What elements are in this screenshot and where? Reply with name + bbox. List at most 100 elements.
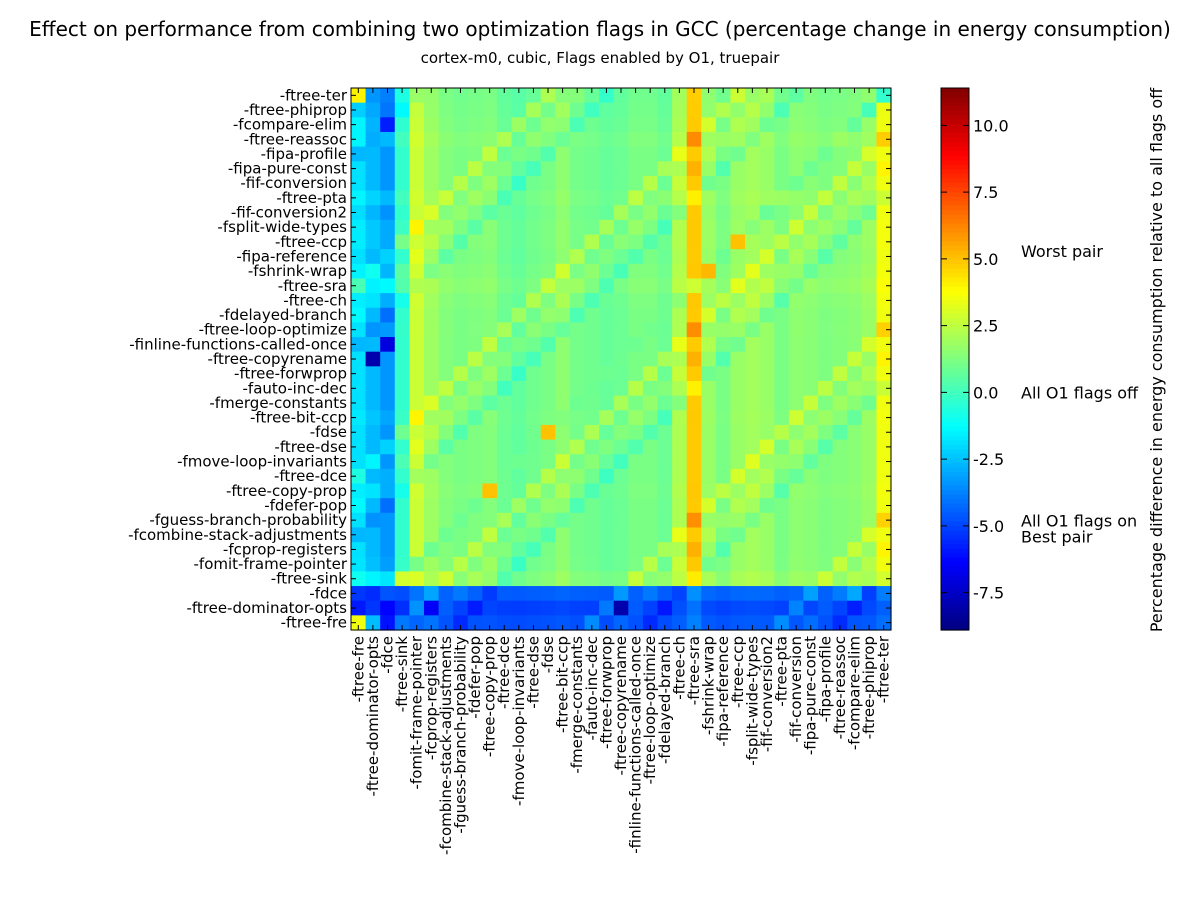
heatmap-cell <box>832 351 848 367</box>
heatmap-cell <box>876 102 892 118</box>
y-tick-label: -ftree-ch <box>283 291 347 309</box>
x-tick-label: -ftree-ch <box>670 636 688 700</box>
heatmap-cell <box>847 366 863 382</box>
heatmap-cell <box>745 278 761 294</box>
heatmap-cell <box>832 263 848 280</box>
heatmap-cell <box>774 410 790 426</box>
heatmap-cell <box>482 131 498 148</box>
heatmap-cell <box>569 263 586 280</box>
heatmap-cell <box>818 146 834 162</box>
heatmap-cell <box>511 322 527 338</box>
heatmap-cell <box>453 234 469 250</box>
heatmap-cell <box>774 366 790 382</box>
heatmap-cell <box>511 249 527 265</box>
heatmap-cell <box>526 146 542 162</box>
heatmap-cell <box>818 161 834 177</box>
colorbar-segment <box>941 115 969 121</box>
heatmap-cell <box>453 131 469 148</box>
heatmap-cell <box>438 337 454 353</box>
heatmap-cell <box>686 586 702 602</box>
y-tick-label: -fdelayed-branch <box>219 306 347 324</box>
heatmap-cell <box>861 498 877 514</box>
heatmap-cell <box>847 234 863 250</box>
heatmap-cell <box>365 542 381 558</box>
heatmap-cell <box>394 190 410 206</box>
heatmap-cell <box>599 468 615 485</box>
heatmap-cell <box>642 600 659 616</box>
heatmap-cell <box>555 293 571 309</box>
heatmap-cell <box>599 190 615 206</box>
heatmap-cell <box>730 205 746 221</box>
heatmap-cell <box>759 205 775 221</box>
heatmap-cell <box>584 175 600 192</box>
heatmap-cell <box>745 571 761 587</box>
heatmap-cell <box>482 542 498 558</box>
heatmap-cell <box>686 293 702 309</box>
heatmap-cell <box>818 542 834 558</box>
heatmap-cell <box>423 161 440 177</box>
heatmap-cell <box>861 219 877 236</box>
heatmap-cell <box>657 586 673 602</box>
heatmap-cell <box>438 542 454 558</box>
colorbar-segment <box>941 553 969 559</box>
heatmap-cell <box>686 205 702 221</box>
heatmap-cell <box>745 337 761 353</box>
y-tick-label: -fsplit-wide-types <box>217 218 347 236</box>
heatmap-cell <box>555 117 571 133</box>
heatmap-cell <box>774 571 790 587</box>
heatmap-cell <box>423 322 440 338</box>
y-tick-label: -fipa-reference <box>236 247 347 265</box>
heatmap-cell <box>686 600 702 616</box>
heatmap-cell <box>351 395 367 411</box>
heatmap-cell <box>584 205 600 221</box>
heatmap-cell <box>847 600 863 616</box>
heatmap-cell <box>453 571 469 587</box>
heatmap-cell <box>380 322 396 338</box>
heatmap-cell <box>380 219 396 236</box>
heatmap-cell <box>730 468 746 485</box>
x-tick-label: -ftree-copy-prop <box>481 636 499 757</box>
heatmap-cell <box>584 131 600 148</box>
heatmap-cell <box>365 586 381 602</box>
heatmap-cell <box>730 483 746 499</box>
x-tick-label: -fguess-branch-probability <box>451 636 469 834</box>
heatmap-cell <box>745 219 761 236</box>
heatmap-cell <box>832 190 848 206</box>
heatmap-cell <box>467 322 483 338</box>
heatmap-cell <box>351 498 367 514</box>
heatmap-cell <box>394 498 410 514</box>
heatmap-cell <box>613 586 629 602</box>
heatmap-cell <box>409 322 425 338</box>
heatmap-cell <box>701 410 717 426</box>
heatmap-cell <box>526 117 542 133</box>
heatmap-cell <box>496 351 513 367</box>
heatmap-cell <box>438 571 454 587</box>
heatmap-cell <box>861 278 877 294</box>
heatmap-cell <box>730 322 746 338</box>
colorbar-segment <box>941 494 969 500</box>
colorbar-segment <box>941 530 969 536</box>
heatmap-cell <box>526 615 542 631</box>
heatmap-cell <box>774 234 790 250</box>
heatmap-cell <box>628 439 644 455</box>
heatmap-cell <box>584 454 600 470</box>
heatmap-cell <box>818 337 834 353</box>
heatmap-cell <box>672 556 688 573</box>
heatmap-cell <box>876 234 892 250</box>
heatmap-cell <box>715 366 732 382</box>
heatmap-cell <box>599 146 615 162</box>
heatmap-cell <box>774 454 790 470</box>
heatmap-cell <box>759 380 775 397</box>
heatmap-cell <box>526 102 542 118</box>
heatmap-cell <box>613 146 629 162</box>
heatmap-cell <box>832 219 848 236</box>
heatmap-cell <box>423 307 440 323</box>
heatmap-cell <box>774 439 790 455</box>
heatmap-cell <box>672 117 688 133</box>
heatmap-cell <box>351 512 367 529</box>
heatmap-cell <box>365 395 381 411</box>
heatmap-cell <box>759 293 775 309</box>
colorbar-segment <box>941 237 969 243</box>
colorbar-segment <box>941 422 969 428</box>
heatmap-cell <box>657 527 673 543</box>
